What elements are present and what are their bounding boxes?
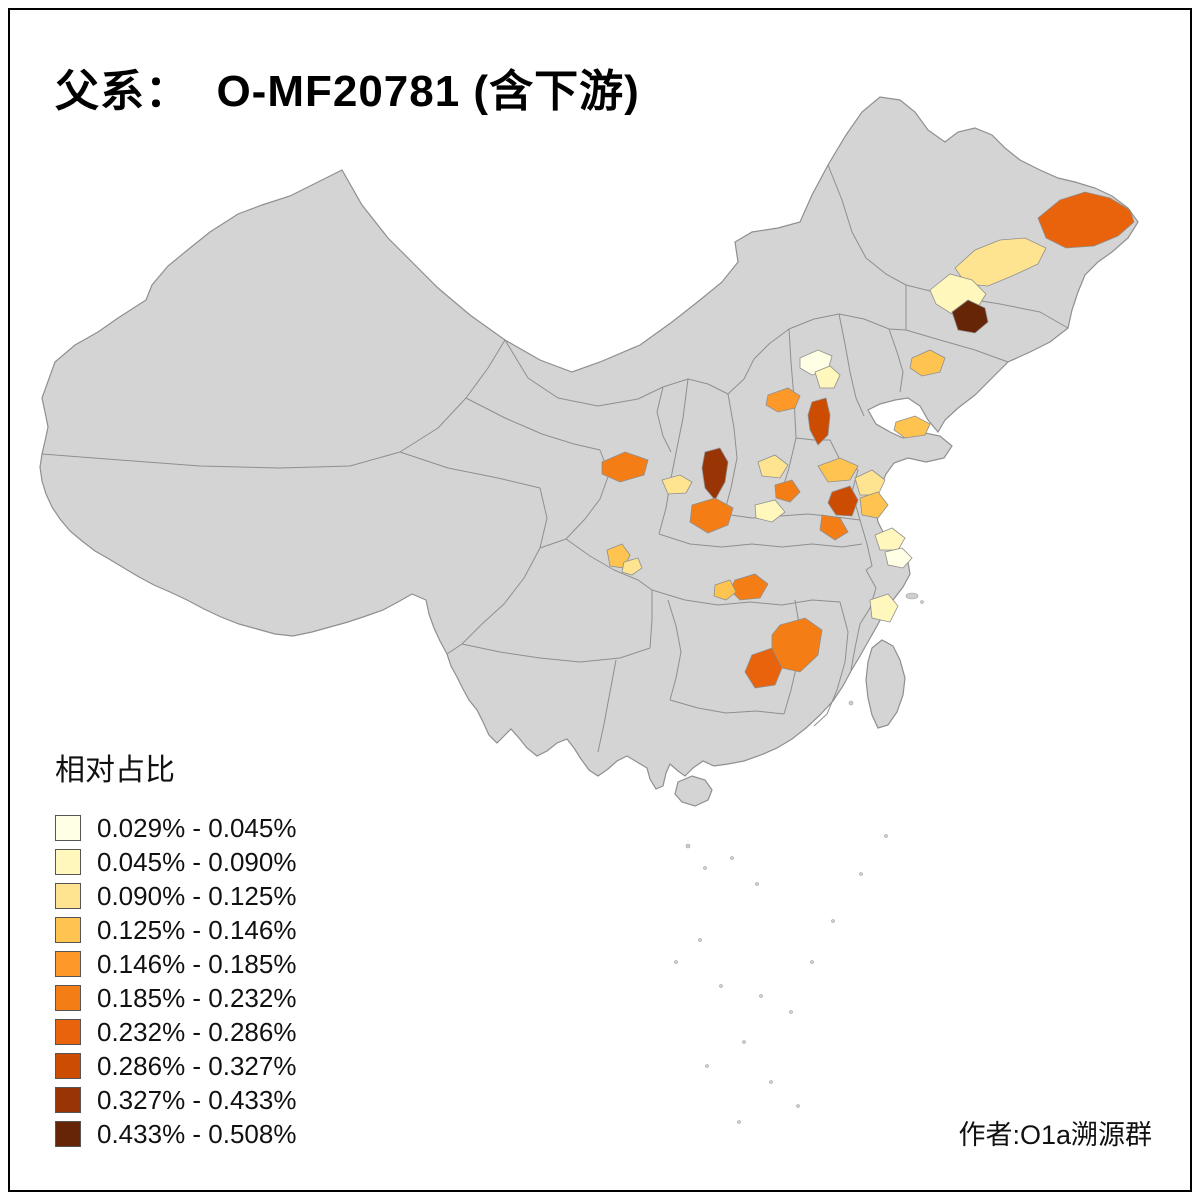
legend-swatch bbox=[55, 917, 81, 943]
legend-swatch bbox=[55, 1087, 81, 1113]
legend-item: 0.433% - 0.508% bbox=[55, 1117, 296, 1151]
prefecture-region bbox=[713, 579, 737, 601]
attribution-text: 作者:O1a溯源群 bbox=[958, 1120, 1152, 1150]
legend-swatch bbox=[55, 951, 81, 977]
prefecture-region bbox=[869, 593, 899, 623]
legend-label: 0.146% - 0.185% bbox=[97, 948, 297, 979]
prefecture-region bbox=[951, 299, 989, 334]
legend-label: 0.286% - 0.327% bbox=[97, 1050, 297, 1081]
legend-label: 0.045% - 0.090% bbox=[97, 846, 297, 877]
prefecture-region bbox=[874, 527, 906, 551]
prefecture-region bbox=[909, 349, 946, 377]
hainan-island bbox=[674, 775, 713, 807]
legend-swatch bbox=[55, 1019, 81, 1045]
legend-swatch bbox=[55, 1053, 81, 1079]
prefecture-region bbox=[819, 514, 849, 541]
prefecture-region bbox=[807, 397, 831, 446]
prefecture-region bbox=[621, 557, 643, 576]
legend-item: 0.185% - 0.232% bbox=[55, 981, 296, 1015]
legend-title: 相对占比 bbox=[55, 754, 175, 787]
sea-islands bbox=[674, 592, 924, 1124]
china-mainland-outline bbox=[39, 96, 1139, 790]
legend-swatch bbox=[55, 1121, 81, 1147]
prefecture-region bbox=[771, 617, 823, 673]
prefecture-region bbox=[817, 457, 859, 483]
legend-item: 0.125% - 0.146% bbox=[55, 913, 296, 947]
legend-label: 0.125% - 0.146% bbox=[97, 914, 297, 945]
legend-swatch bbox=[55, 815, 81, 841]
prefecture-region bbox=[744, 647, 783, 689]
prefecture-region bbox=[1037, 191, 1135, 249]
legend-label: 0.090% - 0.125% bbox=[97, 880, 297, 911]
legend-item: 0.232% - 0.286% bbox=[55, 1015, 296, 1049]
prefecture-region bbox=[701, 447, 729, 501]
prefecture-region bbox=[827, 485, 859, 517]
legend: 相对占比 0.029% - 0.045% 0.045% - 0.090% 0.090… bbox=[55, 745, 296, 1151]
prefecture-region bbox=[765, 387, 801, 413]
prefecture-region bbox=[854, 469, 886, 496]
prefecture-region bbox=[601, 451, 649, 483]
prefecture-region bbox=[661, 474, 693, 495]
legend-swatch bbox=[55, 985, 81, 1011]
prefecture-region bbox=[757, 454, 789, 479]
legend-label: 0.029% - 0.045% bbox=[97, 812, 297, 843]
legend-label: 0.232% - 0.286% bbox=[97, 1016, 297, 1047]
prefecture-region bbox=[814, 365, 841, 389]
legend-item: 0.029% - 0.045% bbox=[55, 811, 296, 845]
prefecture-region bbox=[884, 547, 913, 569]
legend-item: 0.327% - 0.433% bbox=[55, 1083, 296, 1117]
china-base bbox=[39, 96, 1139, 807]
legend-item: 0.146% - 0.185% bbox=[55, 947, 296, 981]
legend-items: 0.029% - 0.045% 0.045% - 0.090% 0.090% - 0… bbox=[55, 811, 296, 1151]
legend-item: 0.286% - 0.327% bbox=[55, 1049, 296, 1083]
prefecture-region bbox=[774, 479, 801, 503]
prefecture-region bbox=[754, 499, 786, 523]
prefecture-region bbox=[859, 491, 889, 519]
legend-item: 0.045% - 0.090% bbox=[55, 845, 296, 879]
legend-label: 0.185% - 0.232% bbox=[97, 982, 297, 1013]
prefecture-region bbox=[689, 497, 734, 534]
legend-swatch bbox=[55, 883, 81, 909]
legend-swatch bbox=[55, 849, 81, 875]
taiwan-island bbox=[865, 639, 906, 729]
legend-label: 0.327% - 0.433% bbox=[97, 1084, 297, 1115]
legend-label: 0.433% - 0.508% bbox=[97, 1118, 297, 1149]
legend-item: 0.090% - 0.125% bbox=[55, 879, 296, 913]
page-title: 父系： O-MF20781 (含下游) bbox=[55, 67, 640, 116]
highlighted-prefectures bbox=[601, 191, 1135, 689]
prefecture-region bbox=[893, 415, 931, 439]
